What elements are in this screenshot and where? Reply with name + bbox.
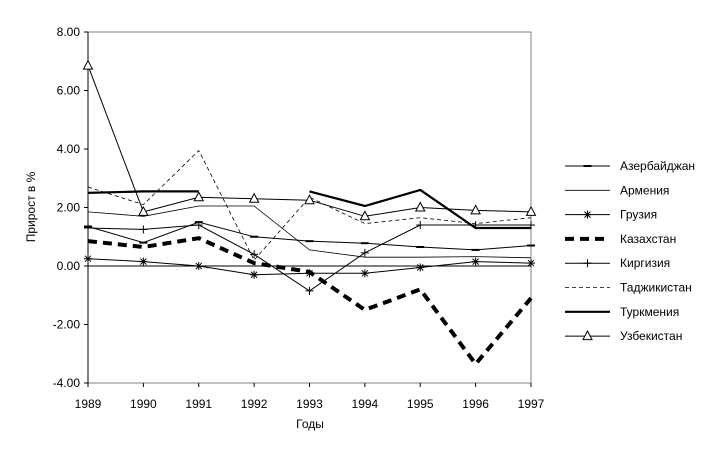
y-tick-label: 6.00 xyxy=(57,84,81,98)
x-tick-label: 1996 xyxy=(462,397,489,411)
legend-entry: Узбекистан xyxy=(565,329,682,343)
data-point xyxy=(583,259,592,268)
x-tick-label: 1992 xyxy=(241,397,268,411)
y-axis-label: Прирост в % xyxy=(24,171,38,242)
data-point xyxy=(250,250,259,259)
legend-label: Азербайджан xyxy=(620,159,695,173)
data-point xyxy=(416,221,425,230)
series-8 xyxy=(82,59,537,221)
data-point xyxy=(194,262,203,270)
legend-label: Таджикистан xyxy=(620,281,692,295)
y-tick-label: 4.00 xyxy=(57,142,81,156)
plot-area xyxy=(87,31,532,384)
x-tick-label: 1994 xyxy=(352,397,379,411)
legend-label: Казахстан xyxy=(620,232,676,246)
data-point xyxy=(82,59,94,70)
data-point xyxy=(138,205,149,216)
data-point xyxy=(527,259,535,268)
series-group xyxy=(82,59,537,368)
series-2 xyxy=(87,205,532,259)
legend-entry: Грузия xyxy=(565,208,657,222)
x-tick-label: 1997 xyxy=(518,397,545,411)
series-line xyxy=(87,205,532,259)
data-point xyxy=(84,223,92,232)
y-tick-label: 0.00 xyxy=(57,259,81,273)
data-point xyxy=(250,270,259,279)
data-point xyxy=(525,205,537,216)
series-1 xyxy=(84,221,535,251)
data-point xyxy=(582,330,593,341)
legend-entry: Туркмения xyxy=(565,305,679,319)
data-point xyxy=(414,201,426,212)
legend-entry: Киргизия xyxy=(565,256,670,270)
series-7 xyxy=(87,188,531,230)
series-4 xyxy=(87,236,533,368)
data-point xyxy=(416,263,425,272)
legend-label: Армения xyxy=(620,183,669,197)
x-tick-label: 1993 xyxy=(296,397,323,411)
series-5 xyxy=(84,221,535,295)
series-line xyxy=(87,190,199,194)
data-point xyxy=(360,248,369,257)
data-point xyxy=(359,210,371,221)
x-tick-group: 1989 1990 1991 1992 1993 1994 1995 1996 1997 xyxy=(75,383,545,411)
legend-label: Киргизия xyxy=(620,256,670,270)
x-tick-label: 1991 xyxy=(185,397,212,411)
y-tick-label: -2.00 xyxy=(53,318,81,332)
legend-label: Грузия xyxy=(620,208,657,222)
legend-label: Узбекистан xyxy=(620,329,682,343)
x-tick-label: 1990 xyxy=(130,397,157,411)
legend-label: Туркмения xyxy=(620,305,679,319)
data-point xyxy=(139,257,148,266)
y-tick-label: 8.00 xyxy=(57,25,81,39)
legend-entry: Азербайджан xyxy=(565,159,695,173)
data-point xyxy=(304,194,315,205)
data-point xyxy=(470,204,481,215)
x-axis-label: Годы xyxy=(296,417,324,431)
y-tick-label: 2.00 xyxy=(57,201,81,215)
legend-entry: Казахстан xyxy=(565,232,676,246)
data-point xyxy=(583,210,592,219)
series-line xyxy=(87,236,533,368)
y-tick-label: -4.00 xyxy=(53,376,81,390)
data-point xyxy=(248,192,260,203)
data-point xyxy=(360,269,369,278)
legend-entry: Армения xyxy=(565,183,669,197)
data-point xyxy=(193,191,205,202)
data-point xyxy=(139,225,148,234)
y-tick-group: 8.00 6.00 4.00 2.00 0.00 -2.00 -4.00 xyxy=(53,25,88,390)
x-tick-label: 1995 xyxy=(407,397,434,411)
data-point xyxy=(305,286,314,295)
data-point xyxy=(194,221,203,230)
series-line xyxy=(309,188,531,230)
legend-entry: Таджикистан xyxy=(565,281,692,295)
x-tick-label: 1989 xyxy=(75,397,102,411)
legend: Азербайджан Армения Грузия Казахстан Киргизи… xyxy=(565,159,695,343)
data-point xyxy=(84,254,92,263)
data-point xyxy=(471,257,480,266)
